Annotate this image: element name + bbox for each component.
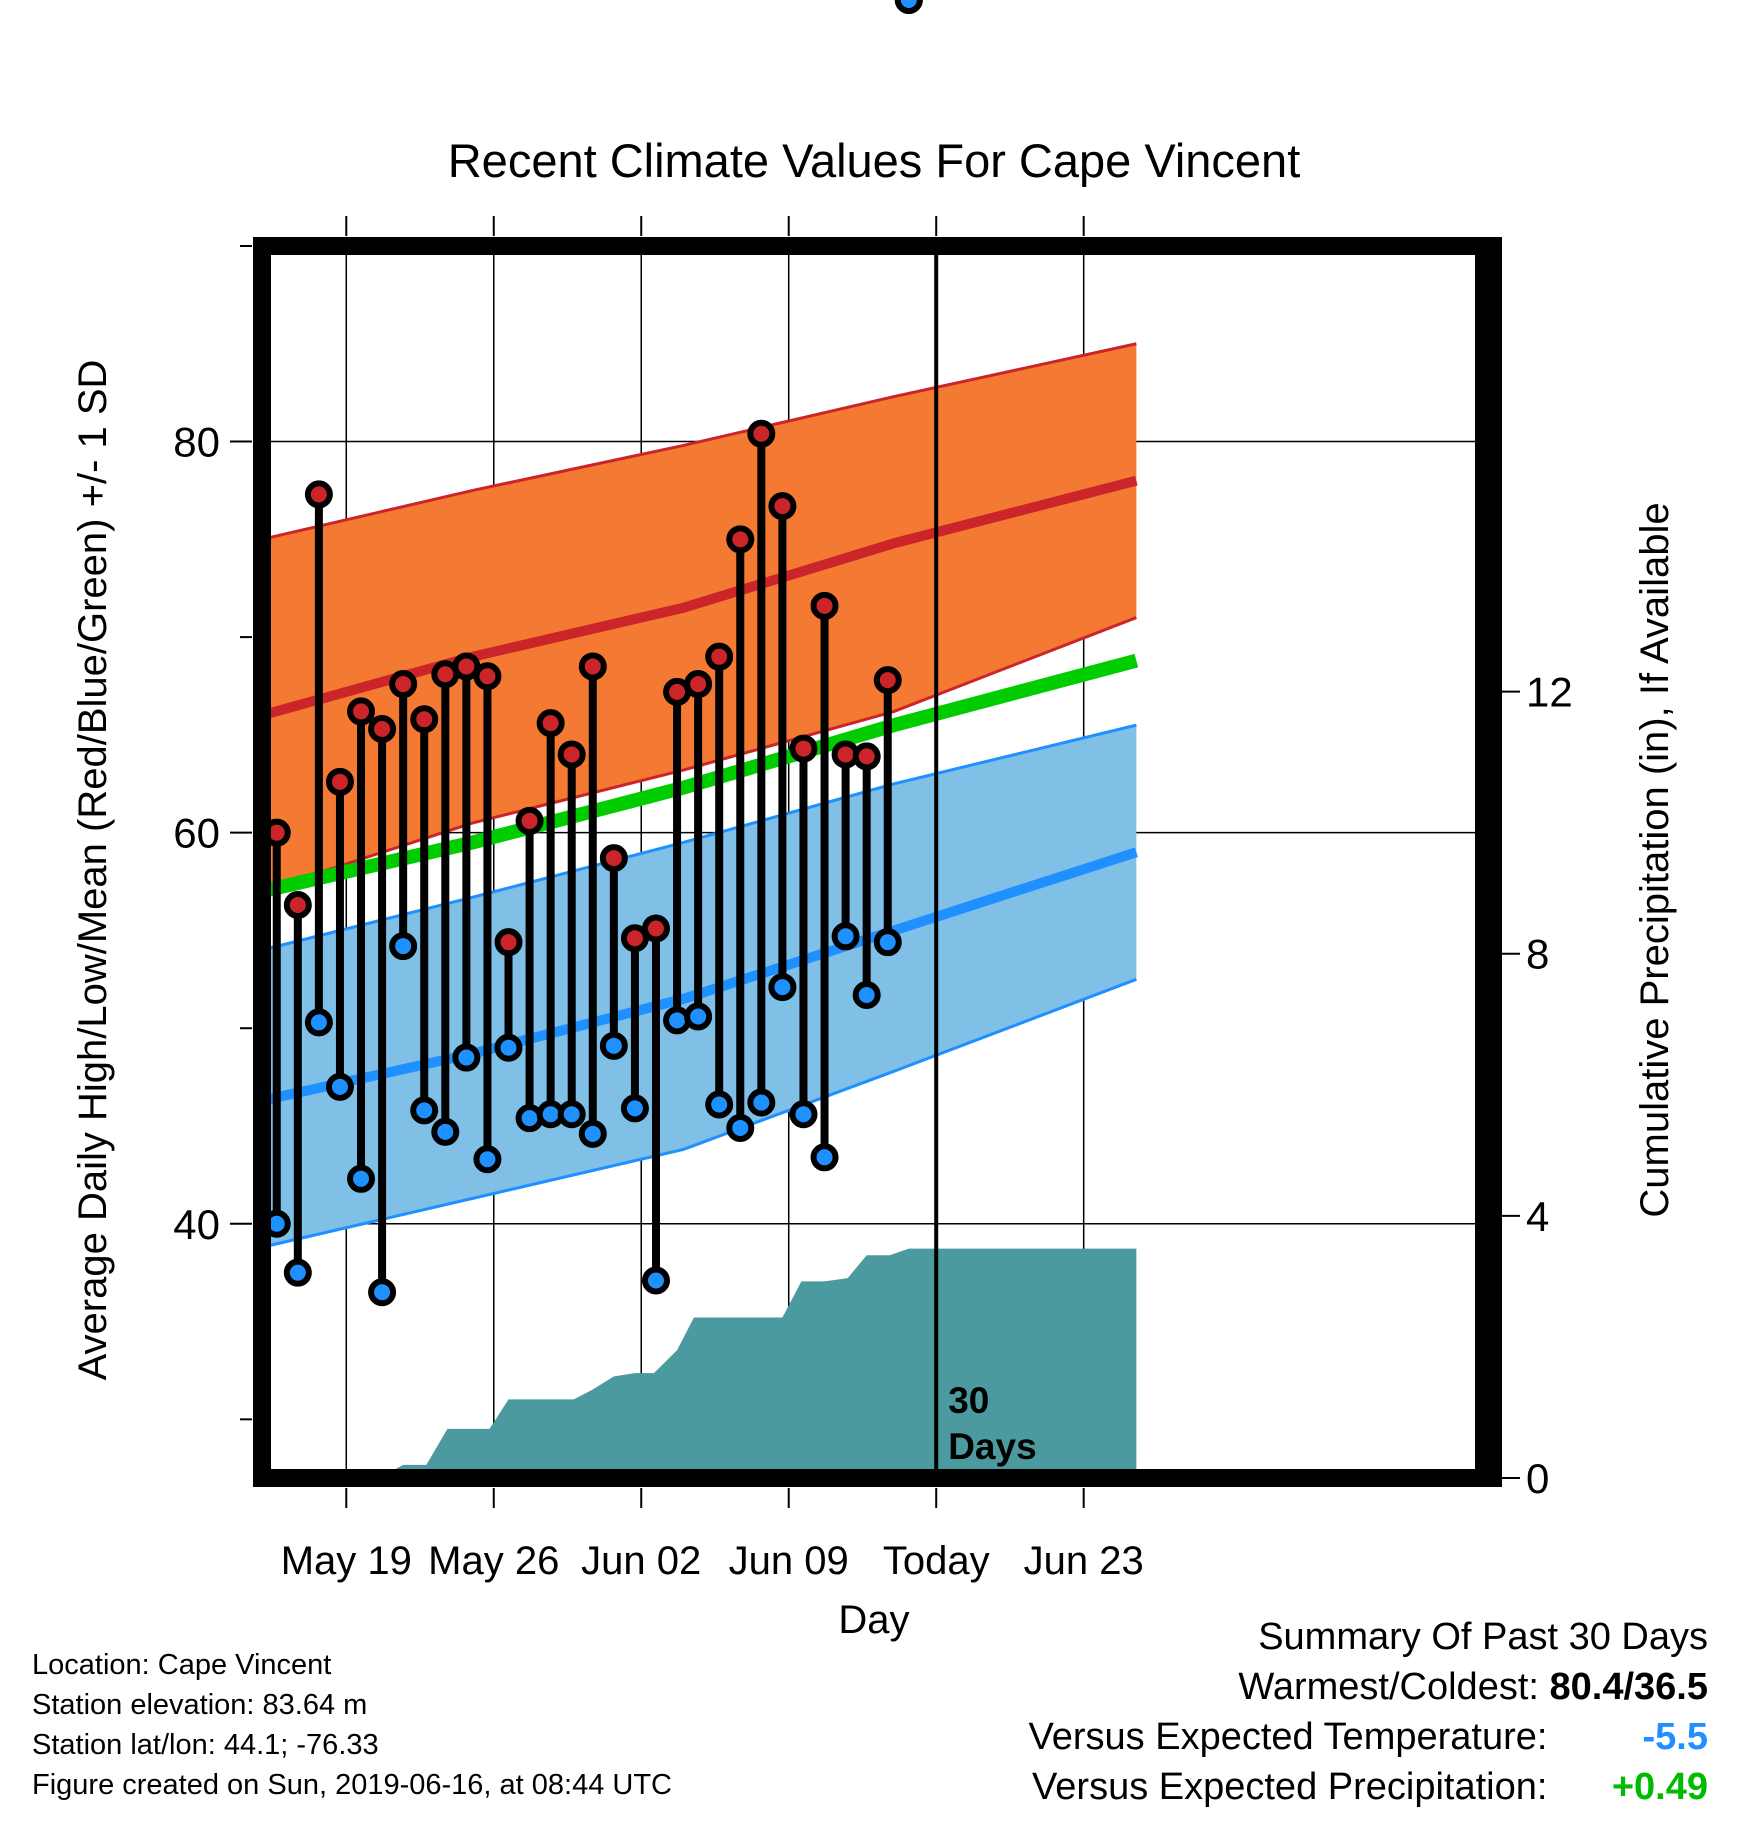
observed-high-point-20 [684, 670, 713, 699]
observed-high-point-28 [852, 742, 881, 771]
observed-high-point-5 [368, 715, 397, 744]
x-tick-label-2: Jun 02 [581, 1539, 701, 1583]
observed-high-point-13 [536, 709, 565, 738]
observed-high-point-18 [641, 914, 670, 943]
observed-high-point-25 [789, 734, 818, 763]
observed-low-point-18 [641, 1266, 670, 1295]
observed-high-point-23 [747, 419, 776, 448]
warmest-value: 80.4/36.5 [1549, 1666, 1708, 1708]
observed-high-point-11 [494, 928, 523, 957]
observed-high-point-3 [325, 767, 354, 796]
y-tick-label-right-0: 0 [1526, 1455, 1549, 1502]
observed-low-point-16 [599, 1031, 628, 1060]
normal-low-line [260, 847, 1138, 1106]
precip-anomaly-value: +0.49 [1611, 1766, 1708, 1808]
summary-warmest-row: Warmest/Coldest: 80.4/36.5 [1029, 1662, 1708, 1712]
y-tick-label-right-3: 12 [1526, 669, 1573, 716]
observed-low-point-14 [557, 1100, 586, 1129]
observed-low-point-5 [368, 1278, 397, 1307]
observed-high-point-24 [768, 492, 797, 521]
observed-high-point-22 [726, 525, 755, 554]
observed-high-point-15 [578, 652, 607, 681]
summary-title: Summary Of Past 30 Days [1258, 1616, 1708, 1658]
observed-low-point-17 [620, 1094, 649, 1123]
normal-high-band [262, 343, 1137, 892]
observed-low-point-23 [747, 1088, 776, 1117]
observed-low-point-28 [852, 980, 881, 1009]
observed-high-point-12 [515, 806, 544, 835]
observed-low-point-15 [578, 1119, 607, 1148]
precip-area [262, 1248, 1137, 1478]
elevation-text: Station elevation: 83.64 m [32, 1689, 368, 1721]
observed-low-point-22 [726, 1113, 755, 1142]
observed-low-point-8 [431, 1117, 460, 1146]
observed-high-point-1 [283, 891, 312, 920]
y-tick-label-left-0: 40 [173, 1201, 220, 1248]
observed-high-point-26 [810, 591, 839, 620]
observed-low-point-9 [452, 1043, 481, 1072]
observed-low-point-26 [810, 1143, 839, 1172]
observed-high-point-17 [620, 924, 649, 953]
summary-panel: Summary Of Past 30 Days Warmest/Coldest:… [1029, 1612, 1708, 1812]
observed-high-point-6 [389, 670, 418, 699]
y-axis-label-left: Average Daily High/Low/Mean (Red/Blue/Gr… [71, 360, 115, 1381]
observed-low-point-27 [831, 922, 860, 951]
created-text: Figure created on Sun, 2019-06-16, at 08… [32, 1769, 672, 1801]
observed-low-point-24 [768, 973, 797, 1002]
observed-low-point-2 [304, 1008, 333, 1037]
x-tick-label-3: Jun 09 [729, 1539, 849, 1583]
warmest-label: Warmest/Coldest: [1238, 1666, 1539, 1708]
observed-low-point-29 [873, 928, 902, 957]
observed-high-point-7 [410, 705, 439, 734]
observed-low-point-30 [894, 0, 923, 14]
y-tick-label-right-1: 4 [1526, 1193, 1549, 1240]
today-annotation-line1: 30 [948, 1380, 989, 1421]
normal-low-lower-edge [261, 977, 1137, 1249]
temp-anomaly-label: Versus Expected Temperature: [1028, 1716, 1548, 1758]
y-tick-label-right-2: 8 [1526, 931, 1549, 978]
x-tick-label-5: Jun 23 [1024, 1539, 1144, 1583]
observed-high-point-9 [452, 652, 481, 681]
x-tick-label-1: May 26 [428, 1539, 559, 1583]
observed-low-point-7 [410, 1096, 439, 1125]
location-text: Location: Cape Vincent [32, 1649, 332, 1681]
station-info: Location: Cape Vincent Station elevation… [32, 1645, 672, 1805]
summary-temp-row: Versus Expected Temperature: -5.5 [1029, 1712, 1708, 1762]
x-tick-label-0: May 19 [281, 1539, 412, 1583]
observed-low-point-4 [347, 1164, 376, 1193]
observed-low-point-6 [389, 932, 418, 961]
observed-low-point-11 [494, 1033, 523, 1062]
observed-low-point-25 [789, 1100, 818, 1129]
observed-high-point-10 [473, 662, 502, 691]
observed-low-point-10 [473, 1145, 502, 1174]
y-tick-label-left-1: 60 [173, 810, 220, 857]
observed-low-point-20 [684, 1002, 713, 1031]
observed-high-point-4 [347, 697, 376, 726]
precip-anomaly-label: Versus Expected Precipitation: [1032, 1766, 1548, 1808]
observed-low-point-21 [705, 1090, 734, 1119]
y-axis-label-right: Cumulative Precipitation (in), If Availa… [1633, 502, 1677, 1217]
observed-high-point-14 [557, 740, 586, 769]
today-annotation-line2: Days [948, 1426, 1036, 1467]
observed-high-point-29 [873, 666, 902, 695]
x-tick-label-4: Today [883, 1539, 990, 1583]
y-tick-label-left-2: 80 [173, 419, 220, 466]
summary-precip-row: Versus Expected Precipitation: +0.49 [1029, 1762, 1708, 1812]
observed-low-point-1 [283, 1258, 312, 1287]
x-axis-label: Day [838, 1598, 909, 1642]
observed-high-point-21 [705, 642, 734, 671]
temp-anomaly-value: -5.5 [1642, 1716, 1708, 1758]
latlon-text: Station lat/lon: 44.1; -76.33 [32, 1729, 379, 1761]
plot-area: 30 Days 40 60 80 0 4 8 12 May 19 May 26 Jun 02 Jun 0… [173, 0, 1573, 1583]
observed-high-point-16 [599, 844, 628, 873]
normal-high-upper-edge [261, 342, 1137, 541]
observed-low-point-3 [325, 1072, 354, 1101]
chart-title: Recent Climate Values For Cape Vincent [448, 134, 1301, 187]
observed-high-point-2 [304, 480, 333, 509]
